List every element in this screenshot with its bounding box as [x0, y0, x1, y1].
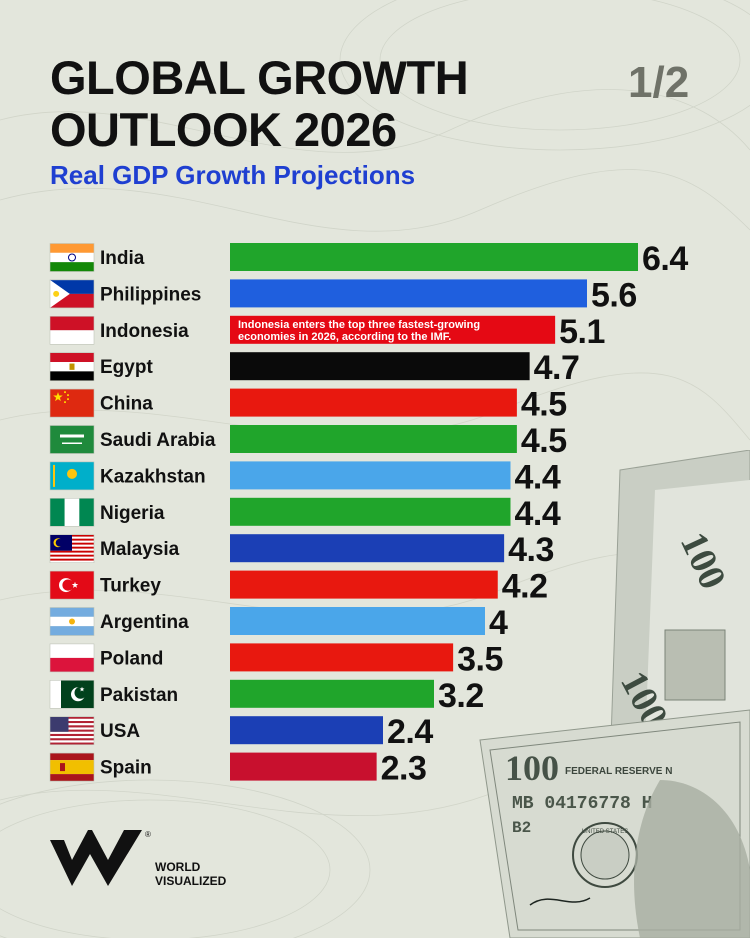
banknote-federal-reserve-text: FEDERAL RESERVE N [565, 766, 672, 777]
bar-row-pakistan: Pakistan 3.2 [49, 677, 484, 715]
bar [230, 425, 517, 453]
chart-subtitle: Real GDP Growth Projections [50, 160, 416, 190]
page-indicator: 1/2 [628, 58, 690, 107]
bar-row-nigeria: Nigeria 4.4 [49, 495, 561, 533]
bar-row-kazakhstan: Kazakhstan 4.4 [49, 458, 561, 496]
category-label: Turkey [100, 576, 161, 597]
bar-row-indonesia: Indonesia 5.1 Indonesia enters the top thr… [49, 313, 605, 351]
bar [230, 352, 530, 381]
category-label: Indonesia [100, 321, 189, 342]
bar [230, 315, 556, 344]
egypt-flag-icon [49, 352, 95, 382]
category-label: USA [100, 721, 140, 742]
bar-row-argentina: Argentina 4 [49, 604, 509, 642]
bar [230, 752, 377, 781]
category-label: China [100, 394, 153, 415]
title-line-1: GLOBAL GROWTH [50, 51, 469, 104]
value-label: 3.2 [438, 677, 484, 715]
pakistan-flag-icon [49, 679, 95, 709]
bar-row-turkey: Turkey 4.2 [49, 568, 548, 606]
category-label: Kazakhstan [100, 466, 206, 487]
value-label: 2.4 [387, 713, 433, 751]
kazakhstan-flag-icon [49, 461, 95, 491]
brand-line-1: WORLD [155, 860, 201, 874]
category-label: Nigeria [100, 503, 165, 524]
bar [230, 461, 511, 490]
bar [230, 643, 454, 672]
value-label: 4.4 [515, 495, 561, 533]
bar [230, 716, 383, 745]
value-label: 4.5 [521, 386, 567, 424]
category-label: Pakistan [100, 685, 178, 706]
category-label: Malaysia [100, 539, 180, 560]
value-label: 3.5 [457, 640, 503, 678]
bar-row-usa: USA 2.4 [49, 713, 434, 751]
bar [230, 497, 511, 526]
category-label: Philippines [100, 284, 201, 305]
value-label: 4 [489, 604, 508, 642]
turkey-flag-icon [49, 570, 95, 600]
usa-flag-icon [49, 716, 95, 746]
saudi-arabia-flag-icon [49, 425, 95, 454]
svg-text:®: ® [145, 830, 151, 839]
indonesia-flag-icon [49, 315, 95, 345]
china-flag-icon [49, 388, 95, 418]
value-label: 2.3 [381, 750, 427, 788]
bar-row-spain: Spain 2.3 [49, 750, 427, 788]
annotation-line-2: economies in 2026, according to the IMF. [238, 331, 451, 343]
value-label: 4.4 [515, 458, 561, 496]
malaysia-flag-icon [49, 534, 95, 564]
bar [230, 243, 638, 271]
bar-row-saudi-arabia: Saudi Arabia 4.5 [49, 422, 567, 460]
india-flag-icon [49, 243, 95, 272]
category-label: Egypt [100, 357, 153, 378]
value-label: 4.3 [508, 531, 554, 569]
title-line-2: OUTLOOK 2026 [50, 103, 397, 156]
philippines-flag-icon [49, 279, 95, 309]
category-label: Spain [100, 758, 152, 779]
brand-name: WORLD VISUALIZED [155, 860, 226, 888]
value-label: 6.4 [642, 240, 688, 278]
value-label: 4.7 [534, 349, 580, 387]
bar-row-philippines: Philippines 5.6 [49, 276, 637, 314]
banknote-bank-code: B2 [512, 819, 531, 837]
banknote-serial-number: MB 04176778 H [512, 794, 652, 814]
chart-title: GLOBAL GROWTH OUTLOOK 2026 [50, 51, 469, 156]
bar [230, 388, 517, 417]
poland-flag-icon [49, 643, 95, 673]
bar [230, 607, 485, 635]
category-label: India [100, 248, 145, 269]
bar [230, 534, 505, 563]
category-label: Saudi Arabia [100, 430, 216, 451]
brand-line-2: VISUALIZED [155, 874, 227, 888]
bar-row-poland: Poland 3.5 [49, 640, 503, 678]
argentina-flag-icon [49, 607, 95, 636]
bar-row-india: India 6.4 [49, 240, 689, 278]
spain-flag-icon [49, 752, 95, 782]
value-label: 5.1 [559, 313, 605, 351]
category-label: Argentina [100, 612, 189, 633]
bar-row-malaysia: Malaysia 4.3 [49, 531, 554, 569]
annotation-line-1: Indonesia enters the top three fastest-g… [238, 319, 480, 331]
bar [230, 679, 434, 708]
banknote-denomination-corner: 100 [505, 748, 559, 788]
bar [230, 570, 498, 599]
value-label: 4.5 [521, 422, 567, 460]
world-visualized-logo-icon: ® [50, 830, 151, 886]
bar-row-egypt: Egypt 4.7 [49, 349, 580, 387]
category-label: Poland [100, 648, 163, 669]
bar-row-china: China 4.5 [49, 386, 567, 424]
value-label: 4.2 [502, 568, 548, 606]
value-label: 5.6 [591, 276, 637, 314]
banknote-seal-text: UNITED STATES [582, 829, 628, 835]
bar [230, 279, 587, 308]
banknote-illustration: 100 100 100 FEDERAL RESERVE N MB 0417677… [479, 450, 750, 938]
nigeria-flag-icon [49, 497, 95, 527]
